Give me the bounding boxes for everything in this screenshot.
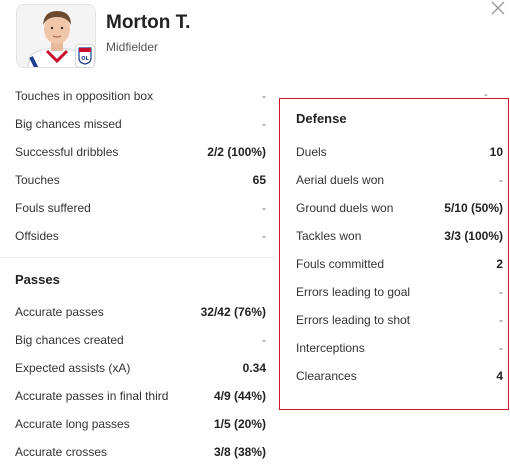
stat-label: Interceptions: [296, 341, 365, 355]
player-position: Midfielder: [106, 40, 159, 54]
stat-row: Interceptions -: [296, 334, 503, 362]
stat-label: Successful dribbles: [15, 145, 119, 159]
stat-label: Tackles won: [296, 229, 362, 243]
player-avatar: [16, 4, 96, 68]
stat-row: Duels 10: [296, 138, 503, 166]
stat-label: Offsides: [15, 229, 59, 243]
stat-row: Offsides -: [15, 222, 266, 250]
stat-row: Fouls committed 2: [296, 250, 503, 278]
defense-stats-list: Duels 10 Aerial duels won - Ground duels…: [296, 138, 503, 390]
stat-value: -: [262, 117, 266, 131]
stat-row: Touches in opposition box -: [15, 82, 266, 110]
stat-value: 2/2 (100%): [207, 145, 266, 159]
stat-value: 0.34: [242, 361, 266, 375]
stat-value: -: [262, 229, 266, 243]
stat-label: Expected assists (xA): [15, 361, 131, 375]
attack-stats-list: Touches in opposition box - Big chances …: [15, 82, 266, 250]
stat-value: 3/3 (100%): [444, 229, 503, 243]
stat-value: 65: [252, 173, 266, 187]
section-divider: [0, 257, 276, 258]
stat-row: Errors leading to shot -: [296, 306, 503, 334]
stat-row: Big chances missed -: [15, 110, 266, 138]
stat-row: Fouls suffered -: [15, 194, 266, 222]
stat-row: Expected assists (xA) 0.34: [15, 354, 266, 382]
stat-row: Ground duels won 5/10 (50%): [296, 194, 503, 222]
stat-label: Errors leading to goal: [296, 285, 411, 299]
stat-value: 32/42 (76%): [200, 305, 266, 319]
stat-value: -: [499, 173, 503, 187]
stat-label: Big chances missed: [15, 117, 122, 131]
stat-label: Errors leading to shot: [296, 313, 411, 327]
stat-row: Accurate passes in final third 4/9 (44%): [15, 382, 266, 410]
stat-value: 10: [489, 145, 503, 159]
stat-value: -: [499, 313, 503, 327]
stat-value: 1/5 (20%): [213, 417, 266, 431]
stat-label: Accurate passes in final third: [15, 389, 169, 403]
stat-row: Tackles won 3/3 (100%): [296, 222, 503, 250]
stat-value: -: [262, 333, 266, 347]
stat-label: Accurate passes: [15, 305, 104, 319]
stat-row: Accurate long passes 1/5 (20%): [15, 410, 266, 438]
stat-label: Aerial duels won: [296, 173, 385, 187]
stat-label: Accurate long passes: [15, 417, 130, 431]
stat-value: -: [262, 89, 266, 103]
stat-label: Accurate crosses: [15, 445, 108, 459]
stat-label: Touches: [15, 173, 60, 187]
close-button[interactable]: [488, 0, 508, 18]
stat-value: 4: [496, 369, 503, 383]
stat-label: Ground duels won: [296, 201, 394, 215]
stat-row: Accurate passes 32/42 (76%): [15, 298, 266, 326]
stat-value: -: [499, 285, 503, 299]
stat-row: Touches 65: [15, 166, 266, 194]
lyon-club-badge-icon: OL: [75, 44, 95, 68]
stat-row: Aerial duels won -: [296, 166, 503, 194]
passes-stats-list: Accurate passes 32/42 (76%) Big chances …: [15, 298, 266, 466]
stat-label: Touches in opposition box: [15, 89, 154, 103]
player-name: Morton T.: [106, 12, 191, 33]
stat-value: -: [262, 201, 266, 215]
stat-row: Big chances created -: [15, 326, 266, 354]
stat-label: Big chances created: [15, 333, 124, 347]
stat-row: Successful dribbles 2/2 (100%): [15, 138, 266, 166]
stat-label: Fouls suffered: [15, 201, 91, 215]
stat-label: Duels: [296, 145, 327, 159]
stat-value: -: [499, 341, 503, 355]
close-icon: [491, 1, 505, 15]
player-photo: [17, 5, 95, 67]
stat-row: Accurate crosses 3/8 (38%): [15, 438, 266, 466]
stat-value: 4/9 (44%): [213, 389, 266, 403]
stat-label: Clearances: [296, 369, 357, 383]
stat-row: Clearances 4: [296, 362, 503, 390]
player-header: OL Morton T. Midfielder: [0, 0, 510, 80]
stat-label: Fouls committed: [296, 257, 385, 271]
stat-value: 5/10 (50%): [444, 201, 503, 215]
stat-value: 3/8 (38%): [213, 445, 266, 459]
svg-text:OL: OL: [81, 56, 89, 62]
stat-row: Errors leading to goal -: [296, 278, 503, 306]
defense-section-title: Defense: [296, 111, 347, 126]
stat-value: 2: [496, 257, 503, 271]
defense-panel: Defense Duels 10 Aerial duels won - Grou…: [279, 98, 509, 410]
passes-section-title: Passes: [15, 272, 60, 287]
stat-value-behind-box: -: [484, 89, 488, 101]
